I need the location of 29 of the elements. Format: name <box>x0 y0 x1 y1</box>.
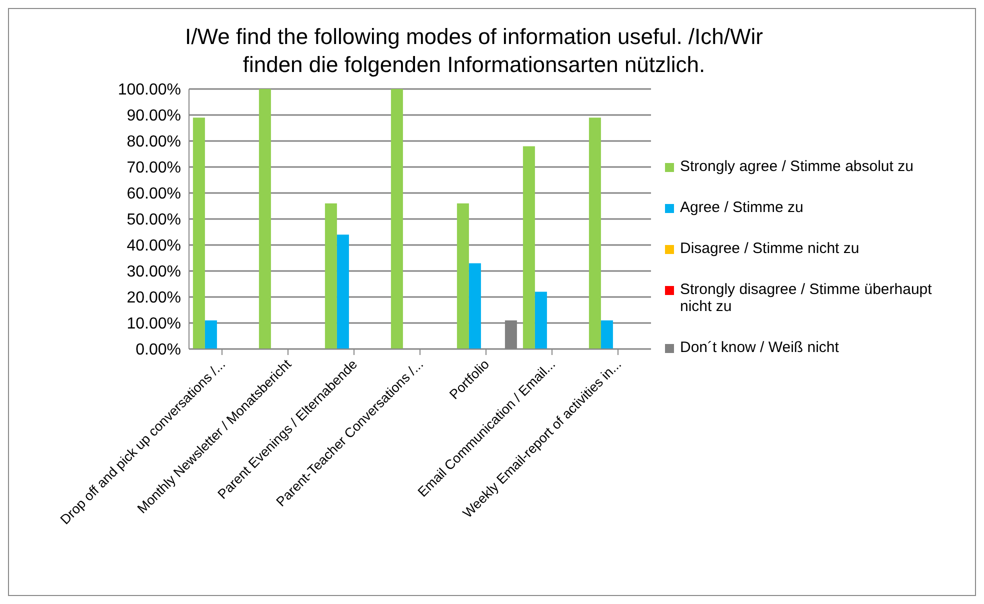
bar <box>324 203 337 349</box>
legend-label: Strongly disagree / Stimme überhaupt nicht zu <box>680 281 933 315</box>
y-tick-label: 30.00% <box>126 264 181 281</box>
bar <box>534 292 547 349</box>
legend-label: Strongly agree / Stimme absolut zu <box>680 158 914 175</box>
y-tick-label: 70.00% <box>126 160 181 177</box>
bar <box>468 263 481 349</box>
bar <box>390 89 403 349</box>
y-tick-label: 10.00% <box>126 316 181 333</box>
y-tick-label: 0.00% <box>136 342 181 359</box>
bar <box>258 89 271 349</box>
y-tick-label: 60.00% <box>126 186 181 203</box>
chart-title: I/We find the following modes of information useful. /Ich/Wir finden die folgenden Informationsarten nützlich. <box>184 23 764 79</box>
y-tick-label: 100.00% <box>118 82 181 99</box>
y-tick-label: 80.00% <box>126 134 181 151</box>
bar <box>456 203 469 349</box>
bar <box>522 146 535 349</box>
legend-label: Don´t know / Weiß nicht <box>680 339 840 356</box>
bar <box>192 118 205 349</box>
bar <box>204 320 217 349</box>
y-tick-label: 40.00% <box>126 238 181 255</box>
y-tick-label: 20.00% <box>126 290 181 307</box>
y-tick-label: 90.00% <box>126 108 181 125</box>
bar <box>588 118 601 349</box>
legend-label: Disagree / Stimme nicht zu <box>680 240 860 257</box>
bar <box>336 234 349 349</box>
y-tick-label: 50.00% <box>126 212 181 229</box>
legend-label: Agree / Stimme zu <box>680 199 804 216</box>
bar <box>600 320 613 349</box>
